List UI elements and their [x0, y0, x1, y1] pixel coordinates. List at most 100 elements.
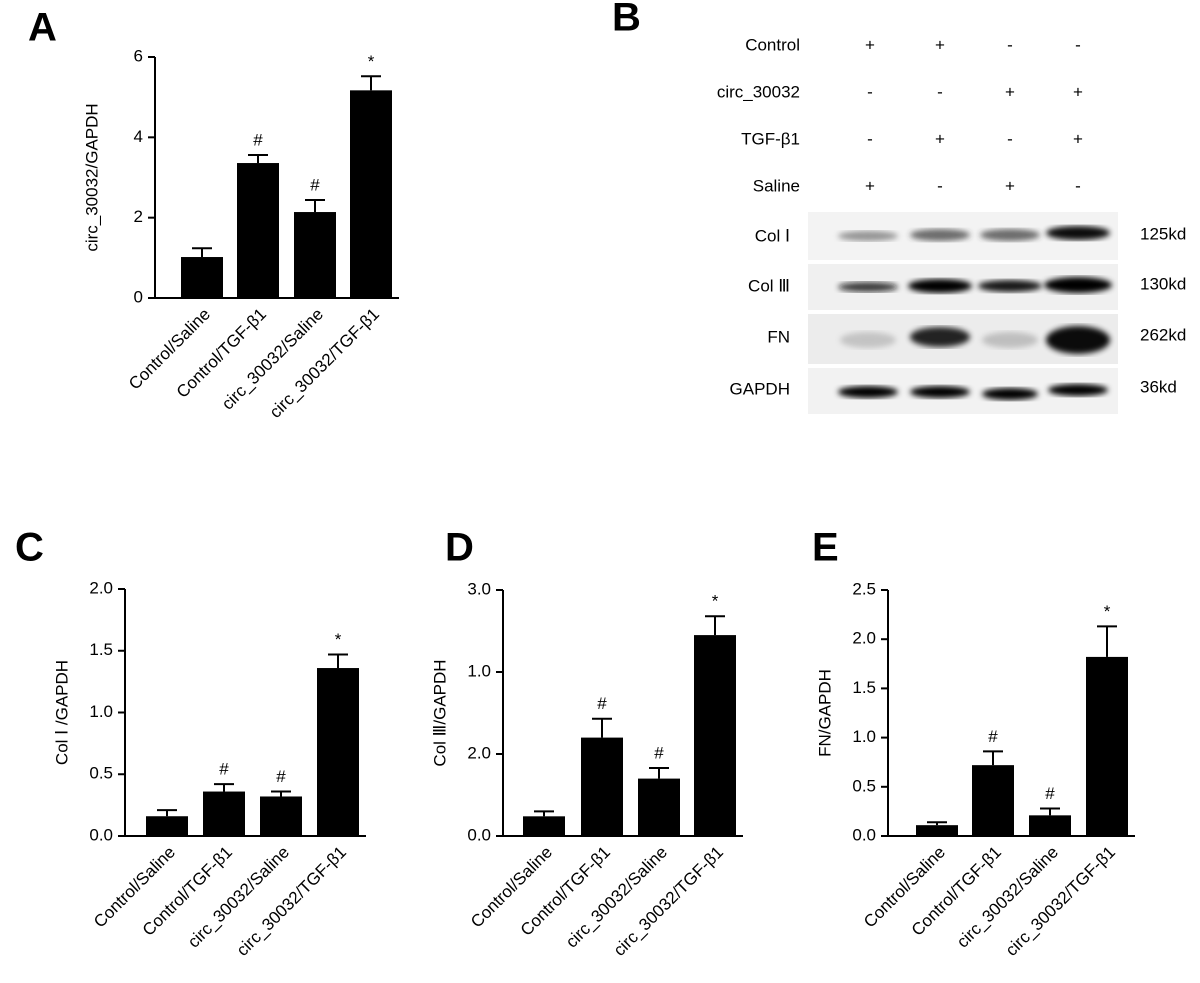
condition-label: circ_30032 [717, 82, 800, 101]
band [910, 327, 970, 347]
band-label: GAPDH [730, 379, 790, 398]
condition-sign: + [1073, 129, 1083, 148]
condition-sign: - [867, 129, 873, 148]
condition-sign: + [935, 129, 945, 148]
y-tick-label: 1.0 [467, 661, 491, 680]
y-tick-label: 6 [134, 46, 143, 65]
bar [294, 212, 336, 298]
y-tick-label: 2.0 [89, 578, 113, 597]
bar [1029, 815, 1071, 836]
y-tick-label: 1.5 [89, 640, 113, 659]
x-tick-label: circ_30032/Saline [184, 843, 293, 952]
y-axis-label: circ_30032/GAPDH [82, 103, 101, 251]
x-tick-label: circ_30032/TGF-β1 [266, 305, 383, 422]
condition-sign: + [865, 35, 875, 54]
bar [638, 778, 680, 836]
y-tick-label: 1.5 [852, 678, 876, 697]
y-tick-label: 0.0 [852, 825, 876, 844]
band [1048, 384, 1108, 396]
y-tick-label: 0.5 [89, 764, 113, 783]
band [982, 388, 1038, 400]
annotation: # [276, 767, 286, 786]
band-size: 36kd [1140, 377, 1177, 396]
condition-sign: + [1005, 82, 1015, 101]
condition-sign: + [865, 176, 875, 195]
band [840, 332, 896, 348]
annotation: # [310, 175, 320, 194]
band [838, 231, 898, 241]
y-tick-label: 4 [134, 127, 143, 146]
band [1046, 226, 1110, 240]
condition-sign: + [1073, 82, 1083, 101]
condition-sign: - [937, 82, 943, 101]
bar [523, 816, 565, 836]
bar [916, 825, 958, 836]
y-tick-label: 2.0 [852, 629, 876, 648]
bar [350, 90, 392, 298]
band-size: 130kd [1140, 274, 1186, 293]
band [838, 282, 898, 292]
band [910, 386, 970, 398]
band-size: 262kd [1140, 325, 1186, 344]
bar [203, 791, 245, 836]
band-label: FN [767, 327, 790, 346]
condition-sign: + [935, 35, 945, 54]
x-tick-label: circ_30032/Saline [953, 843, 1062, 952]
y-axis-label: FN/GAPDH [815, 669, 834, 757]
band [1044, 277, 1112, 293]
y-tick-label: 1.0 [852, 727, 876, 746]
bar [972, 765, 1014, 836]
y-tick-label: 0.0 [467, 825, 491, 844]
x-tick-label: circ_30032/Saline [562, 843, 671, 952]
panel-label: E [812, 526, 839, 570]
bar [581, 737, 623, 836]
band [838, 386, 898, 398]
panel-label: C [15, 526, 44, 570]
panel-label: D [445, 526, 474, 570]
annotation: * [368, 52, 375, 71]
annotation: # [219, 760, 229, 779]
annotation: * [712, 592, 719, 611]
y-tick-label: 1.0 [89, 702, 113, 721]
band [908, 279, 972, 293]
condition-label: Saline [753, 176, 800, 195]
annotation: # [1045, 784, 1055, 803]
condition-sign: - [1075, 35, 1081, 54]
x-tick-label: circ_30032/TGF-β1 [233, 843, 350, 960]
band [910, 229, 970, 241]
panel-label: B [612, 0, 641, 40]
condition-sign: + [1005, 176, 1015, 195]
band-label: Col Ⅰ [755, 226, 790, 245]
band [978, 280, 1042, 292]
band [1046, 326, 1110, 354]
y-tick-label: 3.0 [467, 579, 491, 598]
condition-sign: - [867, 82, 873, 101]
annotation: # [654, 743, 664, 762]
y-tick-label: 0.0 [89, 825, 113, 844]
y-tick-label: 2.5 [852, 579, 876, 598]
condition-label: Control [745, 35, 800, 54]
y-axis-label: Col Ⅰ /GAPDH [52, 660, 71, 765]
condition-sign: - [937, 176, 943, 195]
condition-sign: - [1007, 35, 1013, 54]
bar [237, 163, 279, 298]
bar [146, 816, 188, 836]
y-tick-label: 0.5 [852, 776, 876, 795]
band-size: 125kd [1140, 224, 1186, 243]
y-tick-label: 0 [134, 287, 143, 306]
annotation: * [1104, 602, 1111, 621]
condition-sign: - [1075, 176, 1081, 195]
y-tick-label: 2 [134, 207, 143, 226]
bar [181, 257, 223, 298]
annotation: # [253, 130, 263, 149]
condition-sign: - [1007, 129, 1013, 148]
band [980, 229, 1040, 241]
x-tick-label: circ_30032/Saline [218, 305, 327, 414]
x-tick-label: circ_30032/TGF-β1 [1002, 843, 1119, 960]
y-axis-label: Col Ⅲ/GAPDH [430, 659, 449, 766]
annotation: # [988, 727, 998, 746]
bar [260, 796, 302, 836]
blot-images [808, 212, 1118, 414]
annotation: * [335, 630, 342, 649]
